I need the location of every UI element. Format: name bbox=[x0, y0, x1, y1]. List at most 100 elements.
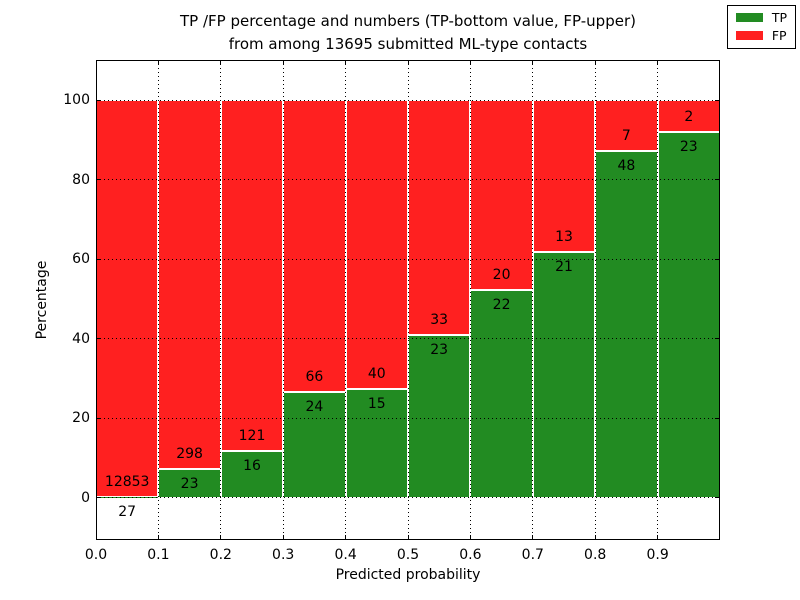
bar-segment-fp bbox=[158, 100, 221, 470]
y-tick-label: 0 bbox=[81, 489, 90, 506]
bar-value-label-tp: 23 bbox=[180, 476, 199, 493]
bar-value-label-tp: 27 bbox=[118, 504, 137, 520]
x-tick-label: 0.2 bbox=[209, 547, 232, 563]
y-tick-label: 20 bbox=[72, 410, 90, 427]
x-tick-label: 0.4 bbox=[334, 547, 357, 563]
bar-value-label-fp: 20 bbox=[492, 266, 511, 283]
y-tick-label: 100 bbox=[63, 92, 90, 109]
bar-value-label-fp: 66 bbox=[305, 368, 324, 385]
tick-mark bbox=[594, 60, 596, 65]
y-axis-label: Percentage bbox=[34, 260, 50, 340]
bar-segment-tp bbox=[657, 131, 720, 498]
bar-segment-fp bbox=[657, 100, 720, 132]
legend-entry-fp: FP bbox=[735, 28, 787, 43]
bar-value-label-tp: 15 bbox=[367, 396, 386, 413]
tick-mark bbox=[715, 497, 720, 499]
tick-mark bbox=[157, 60, 159, 65]
tick-mark bbox=[469, 60, 471, 65]
tick-mark bbox=[715, 99, 720, 101]
bar-value-label-fp: 121 bbox=[238, 428, 266, 445]
tick-mark bbox=[96, 99, 101, 101]
tick-mark bbox=[282, 60, 284, 65]
x-tick-label: 0.5 bbox=[396, 547, 420, 563]
tick-mark bbox=[345, 60, 347, 65]
tick-mark bbox=[657, 535, 659, 540]
tick-mark bbox=[715, 338, 720, 340]
x-tick-label: 0.8 bbox=[584, 547, 607, 563]
tick-mark bbox=[96, 60, 97, 65]
tick-mark bbox=[407, 535, 409, 540]
tick-mark bbox=[345, 535, 347, 540]
chart-title-line1: TP /FP percentage and numbers (TP-bottom… bbox=[180, 12, 636, 30]
x-tick-label: 0.3 bbox=[272, 547, 295, 563]
gridline-vertical bbox=[594, 60, 596, 540]
chart-title: TP /FP percentage and numbers (TP-bottom… bbox=[96, 10, 720, 55]
tick-mark bbox=[282, 535, 284, 540]
tick-mark bbox=[157, 535, 159, 540]
legend-label-tp: TP bbox=[771, 10, 787, 25]
bar-value-label-fp: 7 bbox=[621, 127, 631, 144]
gridline-vertical bbox=[657, 60, 659, 540]
x-tick-label: 0.6 bbox=[459, 547, 482, 563]
bar-segment-tp bbox=[532, 252, 596, 498]
gridline-vertical bbox=[157, 60, 159, 540]
tick-mark bbox=[96, 338, 101, 340]
y-tick-label: 80 bbox=[72, 171, 90, 188]
tick-mark bbox=[715, 417, 720, 419]
gridline-vertical bbox=[407, 60, 409, 540]
bar-value-label-fp: 298 bbox=[176, 446, 203, 463]
tick-mark bbox=[532, 60, 534, 65]
tick-mark bbox=[715, 179, 720, 181]
bar-segment-fp bbox=[408, 100, 471, 335]
gridline-vertical bbox=[282, 60, 284, 540]
bar-segment-fp bbox=[595, 100, 658, 151]
bar-value-label-tp: 24 bbox=[305, 398, 324, 415]
tick-mark bbox=[220, 60, 222, 65]
bar-segment-tp bbox=[345, 389, 408, 498]
gridline-vertical bbox=[345, 60, 347, 540]
tick-mark bbox=[96, 258, 101, 260]
bar-value-label-fp: 13 bbox=[555, 229, 573, 246]
bar-segment-fp bbox=[96, 100, 159, 497]
x-tick-label: 0.0 bbox=[84, 547, 108, 563]
gridline-vertical bbox=[532, 60, 534, 540]
bar-value-label-tp: 48 bbox=[617, 157, 636, 174]
y-tick-label: 40 bbox=[72, 330, 90, 347]
bar-segment-fp bbox=[283, 100, 346, 392]
tick-mark bbox=[96, 535, 97, 540]
bar-segment-tp bbox=[408, 334, 471, 498]
bar-segment-tp bbox=[158, 469, 221, 498]
tick-mark bbox=[96, 179, 101, 181]
tick-mark bbox=[96, 497, 101, 499]
tick-mark bbox=[594, 535, 596, 540]
bar-segment-fp bbox=[532, 100, 596, 253]
bar-value-label-fp: 33 bbox=[430, 311, 449, 328]
bar-segment-fp bbox=[345, 100, 408, 390]
legend-label-fp: FP bbox=[771, 28, 787, 43]
tick-mark bbox=[220, 535, 222, 540]
legend-swatch-tp-icon bbox=[735, 13, 763, 22]
y-tick-label: 60 bbox=[72, 251, 90, 268]
x-tick-label: 0.1 bbox=[147, 547, 170, 563]
chart-title-line2: from among 13695 submitted ML-type conta… bbox=[228, 34, 588, 53]
tick-mark bbox=[96, 417, 101, 419]
x-tick-label: 0.7 bbox=[521, 547, 544, 563]
bar-value-label-tp: 22 bbox=[492, 296, 511, 313]
tick-mark bbox=[469, 535, 471, 540]
bar-value-label-fp: 12853 bbox=[104, 474, 150, 490]
legend-swatch-fp-icon bbox=[735, 31, 763, 40]
gridline-vertical bbox=[469, 60, 471, 540]
tick-mark bbox=[715, 258, 720, 260]
bar-value-label-fp: 40 bbox=[367, 366, 386, 383]
bar-value-label-tp: 21 bbox=[555, 259, 573, 276]
bar-value-label-tp: 16 bbox=[243, 458, 261, 475]
plot-area: 12853 27 298 23 121 16 66 24 40 15 33 23 20 22 13 21 7 48… bbox=[96, 60, 720, 540]
bar-segment-tp bbox=[595, 150, 658, 498]
bar-segment-tp bbox=[220, 451, 284, 498]
bar-segment-fp bbox=[470, 100, 533, 290]
bar-value-label-tp: 23 bbox=[430, 341, 449, 358]
bar-segment-tp bbox=[470, 289, 533, 498]
bar-segment-fp bbox=[220, 100, 284, 452]
bar-value-label-fp: 2 bbox=[684, 108, 694, 125]
